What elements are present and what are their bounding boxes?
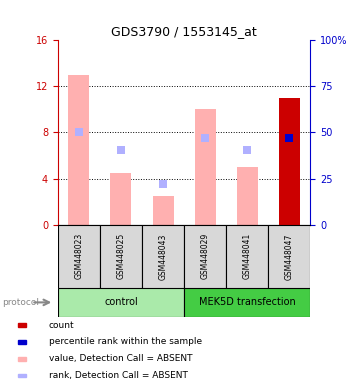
Text: GSM448025: GSM448025 (117, 233, 125, 280)
Bar (237, 167, 258, 225)
Bar (18, 357, 26, 361)
Point (244, 147, 250, 153)
Text: protocol: protocol (2, 298, 39, 307)
Text: GSM448029: GSM448029 (201, 233, 210, 280)
Text: GSM448041: GSM448041 (243, 233, 252, 280)
Bar (184, 225, 226, 288)
Bar (195, 109, 216, 225)
Bar (68, 75, 90, 225)
Bar (110, 173, 131, 225)
Bar (226, 225, 268, 288)
Point (202, 135, 208, 141)
Text: count: count (49, 321, 74, 330)
Bar (58, 288, 184, 317)
Bar (18, 323, 26, 327)
Text: value, Detection Call = ABSENT: value, Detection Call = ABSENT (49, 354, 192, 363)
Point (118, 147, 124, 153)
Bar (100, 225, 142, 288)
Text: GSM448023: GSM448023 (74, 233, 83, 280)
Text: MEK5D transfection: MEK5D transfection (199, 297, 296, 308)
Bar (18, 340, 26, 344)
Bar (142, 225, 184, 288)
Text: rank, Detection Call = ABSENT: rank, Detection Call = ABSENT (49, 371, 188, 380)
Bar (279, 98, 300, 225)
Title: GDS3790 / 1553145_at: GDS3790 / 1553145_at (111, 25, 257, 38)
Text: control: control (104, 297, 138, 308)
Bar (18, 374, 26, 377)
Text: GSM448043: GSM448043 (158, 233, 168, 280)
Bar (268, 225, 310, 288)
Point (76, 129, 82, 136)
Bar (58, 225, 100, 288)
Bar (152, 196, 174, 225)
Text: GSM448047: GSM448047 (285, 233, 294, 280)
Point (287, 135, 292, 141)
Bar (184, 288, 310, 317)
Point (160, 181, 166, 187)
Text: percentile rank within the sample: percentile rank within the sample (49, 338, 202, 346)
